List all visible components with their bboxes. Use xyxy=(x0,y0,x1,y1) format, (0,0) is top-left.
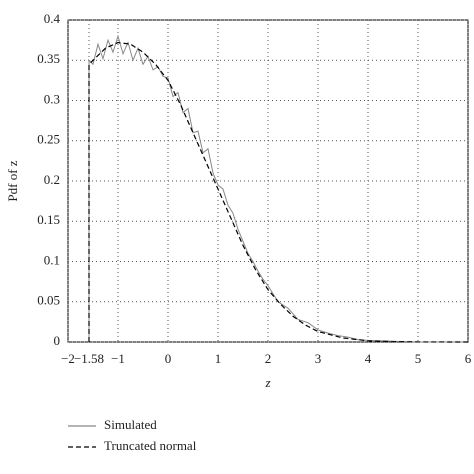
y-tick-label: 0.15 xyxy=(37,212,60,227)
y-axis-label: Pdf of z xyxy=(5,160,20,201)
x-tick-label: 5 xyxy=(415,351,422,366)
series-line xyxy=(88,41,469,343)
x-tick-label: 6 xyxy=(465,351,472,366)
x-tick-label: 0 xyxy=(165,351,172,366)
x-tick-label: 3 xyxy=(315,351,322,366)
y-tick-label: 0.2 xyxy=(44,172,60,187)
x-tick-label: 4 xyxy=(365,351,372,366)
x-tick-label: −1.58 xyxy=(74,351,104,366)
x-axis-label: z xyxy=(264,375,270,390)
x-tick-label: 2 xyxy=(265,351,272,366)
y-tick-label: 0.4 xyxy=(44,11,61,26)
series-line xyxy=(88,34,468,343)
x-tick-label: −1 xyxy=(111,351,125,366)
x-tick-label: −2 xyxy=(61,351,75,366)
x-tick-label: 1 xyxy=(215,351,222,366)
y-tick-label: 0.3 xyxy=(44,91,60,106)
y-tick-label: 0.1 xyxy=(44,252,60,267)
legend-label: Truncated normal xyxy=(104,438,197,453)
y-tick-label: 0.25 xyxy=(37,132,60,147)
legend-label: Simulated xyxy=(104,417,157,432)
y-tick-label: 0 xyxy=(54,333,61,348)
y-tick-label: 0.35 xyxy=(37,51,60,66)
y-tick-label: 0.05 xyxy=(37,293,60,308)
